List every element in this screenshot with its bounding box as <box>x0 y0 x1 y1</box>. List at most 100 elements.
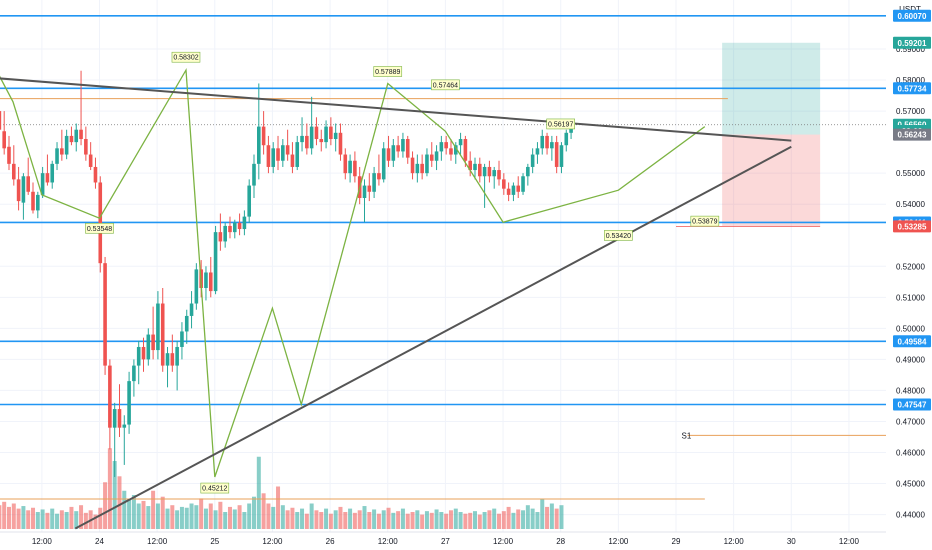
price-tag-target <box>893 36 931 49</box>
candle-body <box>69 135 74 143</box>
zigzag-pattern[interactable] <box>0 65 706 478</box>
time-scale[interactable]: 12:00 24 12:00 25 12:00 26 12:00 27 12:00 28 12:00… <box>0 531 886 550</box>
volume-bar <box>309 503 314 529</box>
volume-bar <box>103 482 108 529</box>
long-position-tool[interactable] <box>722 42 821 227</box>
volume-bar <box>343 512 348 529</box>
triangle-trendlines[interactable] <box>0 75 792 530</box>
pivot-label: 0.53548 <box>87 226 112 233</box>
candle-body <box>79 129 83 140</box>
candle-body <box>415 163 420 174</box>
volume-bar <box>199 498 204 529</box>
candle-body <box>112 409 117 428</box>
candle-body <box>16 179 21 202</box>
volume-bar <box>122 490 127 529</box>
candle-body <box>170 353 175 366</box>
candle-body <box>93 166 98 183</box>
candle-body <box>391 145 396 161</box>
candle-body <box>64 135 69 155</box>
candle-body <box>290 154 295 167</box>
candle-body <box>420 163 424 174</box>
volume-bar <box>6 506 11 529</box>
volume-bar <box>540 499 545 529</box>
candle-body <box>473 163 477 171</box>
pivot-label-box <box>85 222 114 234</box>
candle-body <box>295 142 300 167</box>
pivot-label: 0.56197 <box>548 121 573 128</box>
price-scale[interactable]: USDT 0.59000 0.58000 0.57000 0.55000 0.54000… <box>886 0 932 550</box>
volume-bar <box>511 512 516 529</box>
x-tick-label: 27 <box>441 537 450 546</box>
candle-body <box>160 303 165 366</box>
candle-body <box>127 381 131 425</box>
y-tick-label: 0.59000 <box>896 45 925 54</box>
candle-body <box>84 139 88 155</box>
candle-body <box>511 185 516 195</box>
candle-body <box>405 139 410 158</box>
candle-body <box>482 166 487 177</box>
candle-body <box>26 176 31 192</box>
candle-body <box>396 145 400 152</box>
price-tag-label: 0.49584 <box>898 337 927 346</box>
y-tick-label: 0.46000 <box>896 449 925 458</box>
volume-bar <box>429 512 434 529</box>
pivot-label: 0.57889 <box>375 69 400 76</box>
candle-body <box>372 173 376 192</box>
candle-body <box>36 194 40 211</box>
volume-bar <box>535 512 540 529</box>
candle-body <box>165 353 170 366</box>
volume-bar <box>35 512 40 529</box>
candle-body <box>0 111 2 130</box>
volume-bar <box>420 514 425 529</box>
candle-body <box>117 409 122 428</box>
volume-bar <box>2 501 7 529</box>
price-tag-entry <box>893 128 931 141</box>
pivot-label-box <box>171 51 201 63</box>
candle-body <box>550 142 554 149</box>
y-tick-label: 0.45000 <box>896 480 925 489</box>
candle-body <box>502 179 506 189</box>
volume-bar <box>314 510 319 529</box>
candle-body <box>343 154 348 174</box>
volume-bar <box>237 505 242 529</box>
x-tick-label: 30 <box>787 537 796 546</box>
volume-bar <box>26 510 31 529</box>
candle-body <box>189 303 194 316</box>
candle-body <box>449 148 453 155</box>
candle-body <box>367 185 372 192</box>
candle-body <box>208 272 213 292</box>
candle-body <box>492 170 497 177</box>
volume-bar <box>165 508 170 529</box>
candle-body <box>261 126 266 146</box>
volume-bar <box>285 510 290 529</box>
candle-body <box>156 303 160 351</box>
volume-bar <box>117 476 122 529</box>
volume-bar <box>266 503 271 529</box>
candle-body <box>184 315 189 332</box>
candle-body <box>271 148 276 167</box>
volume-bar <box>448 510 453 529</box>
candle-body <box>218 232 223 242</box>
volume-bar <box>559 505 564 529</box>
currency-label: USDT <box>899 5 921 14</box>
x-tick-label: 12:00 <box>724 537 745 546</box>
candle-body <box>434 151 439 161</box>
volume-bar <box>247 503 252 529</box>
y-tick-label: 0.58000 <box>896 76 925 85</box>
volume-bar <box>439 512 444 529</box>
volume-bar <box>472 511 477 529</box>
volume-bar <box>376 513 381 529</box>
y-tick-label: 0.50000 <box>896 324 925 333</box>
candle-body <box>136 346 141 366</box>
volume-bar <box>175 510 180 529</box>
candle-body <box>516 185 521 192</box>
volume-bar <box>458 512 463 529</box>
volume-bar <box>213 510 218 529</box>
candle-body <box>7 146 11 164</box>
volume-bar <box>545 506 550 529</box>
price-tag-label: 0.60070 <box>898 12 927 21</box>
volume-bar <box>290 507 295 529</box>
candle-body <box>11 163 16 180</box>
candle-body <box>232 222 237 233</box>
